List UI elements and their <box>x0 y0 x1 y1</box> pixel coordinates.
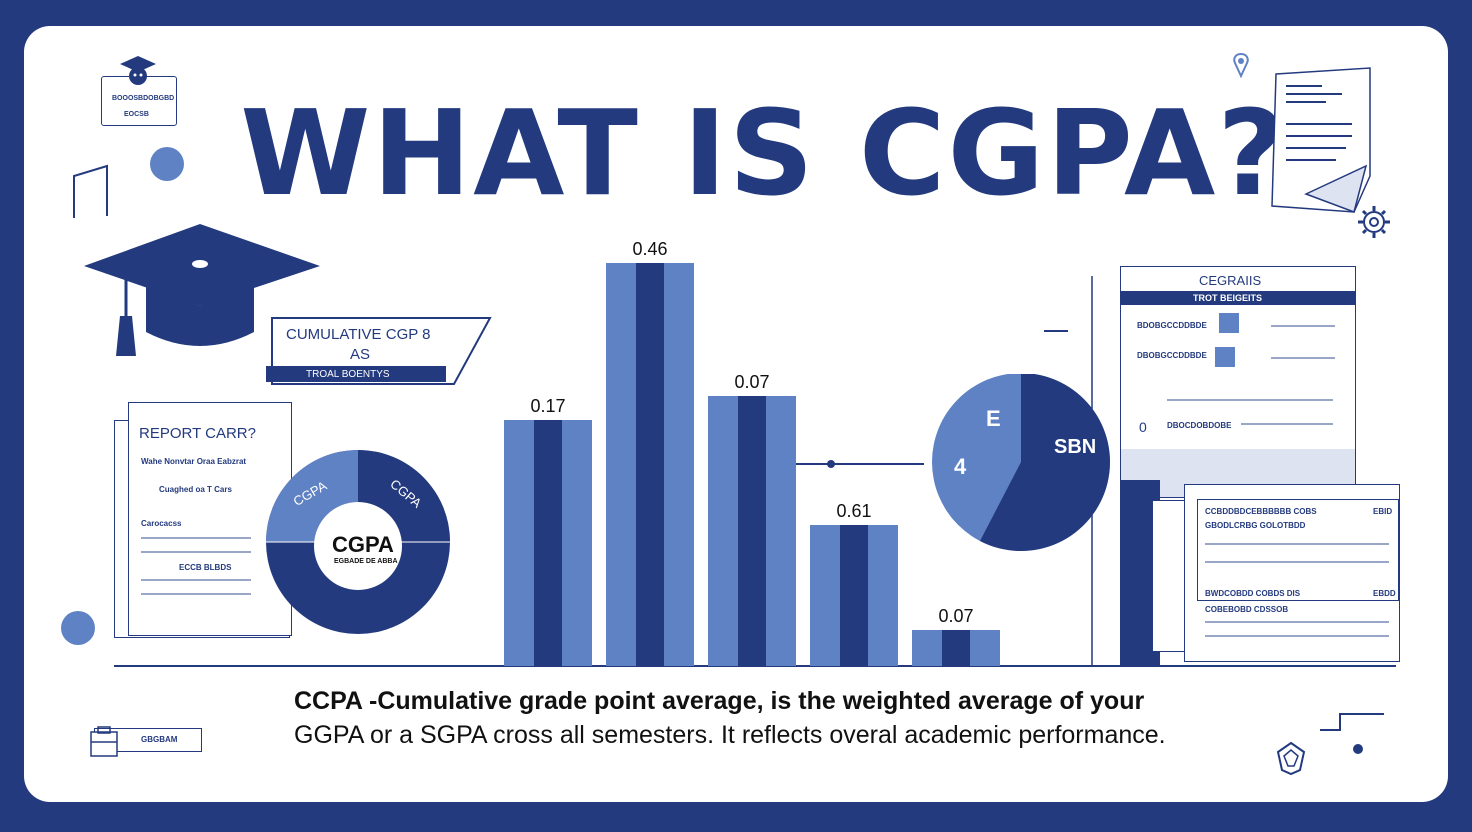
bar-5-stripe <box>942 630 970 666</box>
donut-center-label: CGPA <box>332 532 394 557</box>
pie-label-4: 4 <box>954 454 967 479</box>
sheet-row-1: CCBDDBDCEBBBBBB COBS <box>1205 507 1317 516</box>
caption-line-2: GGPA or a SGPA cross all semesters. It r… <box>294 721 1166 749</box>
toolbox-icon <box>90 726 118 757</box>
pie-chart <box>932 374 1110 551</box>
donut-hole <box>314 502 402 590</box>
results-row-label-1: BDOBGCCDDBDE <box>1137 321 1207 330</box>
report-card-line-2: Cuaghed oa T Cars <box>159 485 232 494</box>
report-card-heading: REPORT CARR? <box>139 425 256 442</box>
banner-line-1: CUMULATIVE CGP 8 <box>286 326 431 343</box>
sheet-row-1-end: EBID <box>1373 507 1393 516</box>
bar-chart: 0.17 0.46 0.07 0.61 0.07 <box>504 239 1000 666</box>
results-row-label-3: DBOCDOBDOBE <box>1167 421 1232 430</box>
deco-dot-bottom-right <box>1353 744 1363 754</box>
id-card-line-2: EOCSB <box>124 111 149 118</box>
bar-1: 0.17 <box>504 396 592 666</box>
bar-2: 0.46 <box>606 239 694 666</box>
deco-circle-bottom <box>61 611 95 645</box>
caption-line-1: CCPA -Cumulative grade point average, is… <box>294 687 1145 715</box>
bar-3-stripe <box>738 396 766 666</box>
results-panel: CEGRAIIS TROT BEIGEITS BDOBGCCDDBDE DBOB… <box>1120 266 1356 498</box>
sheet-row-3: BWDCOBDD COBDS DIS <box>1205 589 1301 598</box>
bar-4-value-label: 0.61 <box>836 501 871 521</box>
cgpa-donut-chart <box>266 450 450 634</box>
report-card-rule-3 <box>141 579 251 581</box>
sheet-row-2: GBODLCRBG GOLOTBDD <box>1205 521 1306 530</box>
results-panel-subtitle: TROT BEIGEITS <box>1193 293 1263 303</box>
sheet-row-3-end: EBDD <box>1373 589 1396 598</box>
sheet-rule-4 <box>1205 635 1389 637</box>
graduation-cap-icon <box>84 224 320 356</box>
bar-3: 0.07 <box>708 372 796 666</box>
report-card-rule-1 <box>141 537 251 539</box>
bar-2-value-label: 0.46 <box>632 239 667 259</box>
location-pin-icon <box>1233 52 1249 79</box>
bar-3-value-label: 0.07 <box>734 372 769 392</box>
results-row-box-1 <box>1219 313 1239 333</box>
bar-4-stripe <box>840 525 868 666</box>
donut-center-sublabel: EGBADE DE ABBA <box>334 558 398 565</box>
bar-1-value-label: 0.17 <box>530 396 565 416</box>
id-card-line-1: BOOOSBDOBGBD <box>112 95 175 102</box>
infographic-card: WHAT IS CGPA? BOOO <box>24 26 1448 802</box>
bar-2-stripe <box>636 263 664 666</box>
sheet-row-4: COBEBOBD CDSSOB <box>1205 605 1289 614</box>
results-row-rule-1 <box>1271 325 1335 327</box>
results-row-label-2: DBOBGCCDDBDE <box>1137 351 1207 360</box>
sheet-rule-1 <box>1205 543 1389 545</box>
results-row-rule-2 <box>1271 357 1335 359</box>
graduate-avatar-icon <box>120 56 156 85</box>
report-card-line-1: Wahe Nonvtar Oraa Eabzrat <box>141 457 247 466</box>
sheet-front: CCBDDBDCEBBBBBB COBS EBID GBODLCRBG GOLO… <box>1184 484 1400 662</box>
report-card-line-3: Carocacss <box>141 519 182 528</box>
pie-slice-right <box>980 374 1110 551</box>
results-row-box-2 <box>1215 347 1235 367</box>
results-row-rule-3 <box>1167 399 1333 401</box>
sheet-rule-2 <box>1205 561 1389 563</box>
certificate-document-icon <box>1271 67 1371 213</box>
report-card-line-4: ECCB BLBDS <box>179 563 232 572</box>
bar-5-value-label: 0.07 <box>938 606 973 626</box>
pie-label-sbn: SBN <box>1054 436 1097 458</box>
small-label-text: GBGBAM <box>141 735 178 744</box>
bar-1-stripe <box>534 420 562 666</box>
page-title: WHAT IS CGPA? <box>240 84 1288 222</box>
banner-line-2: AS <box>350 346 371 363</box>
bar-4: 0.61 <box>810 501 898 666</box>
banner-ribbon <box>266 317 492 385</box>
results-row-mark: 0 <box>1139 419 1147 435</box>
results-panel-strip <box>1121 291 1355 305</box>
bar-5: 0.07 <box>912 606 1000 666</box>
sheet-rule-3 <box>1205 621 1389 623</box>
report-card-rule-2 <box>141 551 251 553</box>
sheet-front-tab <box>1197 499 1399 601</box>
banner-strip-text: TROAL BOENTYS <box>306 369 390 380</box>
results-panel-title: CEGRAIIS <box>1199 273 1262 288</box>
gear-icon <box>1358 206 1390 238</box>
deco-circle-top <box>150 147 184 181</box>
report-card: REPORT CARR? Wahe Nonvtar Oraa Eabzrat C… <box>128 402 292 636</box>
results-row-rule-4 <box>1241 423 1333 425</box>
definition-caption: CCPA -Cumulative grade point average, is… <box>294 684 1214 752</box>
pie-label-e: E <box>986 406 1001 431</box>
report-card-rule-4 <box>141 593 251 595</box>
shield-emblem-icon <box>1276 741 1306 776</box>
